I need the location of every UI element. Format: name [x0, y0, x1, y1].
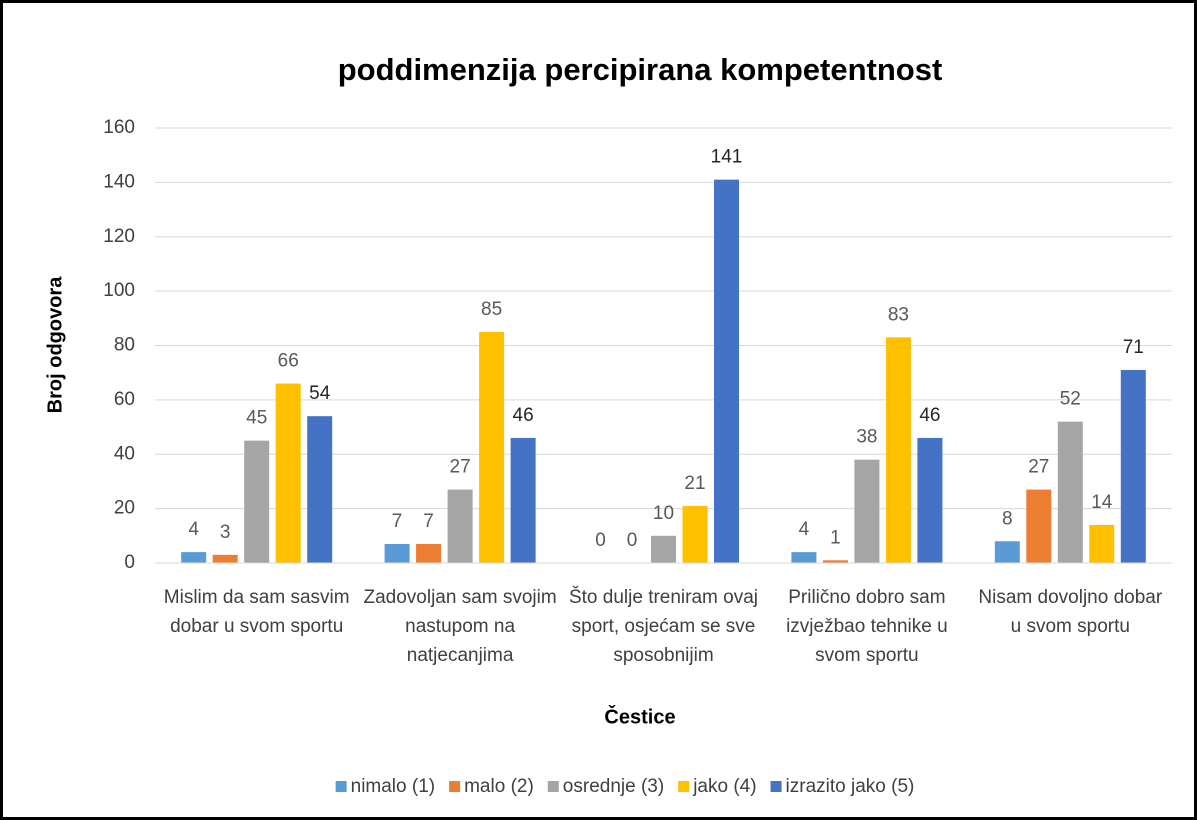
- value-label: 85: [481, 299, 502, 320]
- y-tick-label: 0: [124, 552, 135, 573]
- legend-label: izrazito jako (5): [786, 776, 915, 797]
- value-label: 54: [309, 383, 331, 404]
- x-tick-label: Što dulje treniram ovaj sport, osjećam s…: [568, 587, 759, 666]
- bar: [682, 505, 708, 563]
- x-tick-label: Zadovoljan sam svojim nastupom na natjec…: [363, 587, 557, 666]
- value-label: 3: [220, 522, 231, 543]
- value-label: 46: [513, 405, 534, 426]
- value-label: 7: [423, 511, 434, 532]
- x-tick-label: Prilično dobro sam izvježbao tehnike u s…: [786, 587, 948, 666]
- bar: [244, 440, 270, 563]
- value-label: 27: [450, 457, 471, 478]
- y-tick-label: 80: [114, 335, 135, 356]
- legend-label: osrednje (3): [563, 776, 664, 797]
- legend-label: malo (2): [464, 776, 534, 797]
- bar: [307, 416, 333, 563]
- value-label: 8: [1002, 508, 1013, 529]
- x-tick-label: Nisam dovoljno dobar u svom sportu: [978, 587, 1163, 637]
- legend-swatch: [770, 781, 782, 792]
- value-label: 38: [856, 427, 877, 448]
- bar: [479, 331, 505, 563]
- value-label: 4: [799, 519, 810, 540]
- y-axis-title: Broj odgovora: [44, 276, 66, 414]
- value-label: 21: [684, 473, 705, 494]
- bar: [791, 552, 817, 563]
- bar: [651, 535, 676, 563]
- bar: [1057, 421, 1083, 563]
- y-tick-label: 160: [103, 117, 135, 138]
- legend-swatch: [547, 781, 559, 792]
- value-label: 71: [1123, 337, 1144, 358]
- y-tick-label: 120: [103, 226, 135, 247]
- bar: [447, 489, 473, 563]
- value-label: 83: [888, 304, 909, 325]
- bar: [275, 383, 301, 563]
- y-tick-label: 60: [114, 389, 135, 410]
- bar: [854, 459, 880, 563]
- value-label: 66: [278, 351, 299, 372]
- value-label: 4: [188, 519, 199, 540]
- value-label: 7: [392, 511, 403, 532]
- legend-swatch: [449, 781, 461, 792]
- value-label: 46: [919, 405, 940, 426]
- bar: [416, 543, 442, 563]
- value-label: 10: [653, 503, 674, 524]
- legend-swatch: [678, 781, 690, 792]
- bar: [212, 554, 238, 563]
- y-tick-label: 20: [114, 498, 135, 519]
- value-label: 45: [246, 408, 267, 429]
- legend-swatch: [335, 781, 347, 792]
- legend-label: jako (4): [692, 776, 756, 797]
- y-tick-label: 140: [103, 171, 135, 192]
- bar: [885, 337, 911, 563]
- value-label: 0: [627, 530, 638, 551]
- value-label: 27: [1028, 457, 1049, 478]
- x-axis-title: Čestice: [604, 704, 675, 728]
- bar: [1089, 524, 1115, 563]
- bar: [510, 437, 536, 563]
- bar: [994, 541, 1020, 563]
- bar: [1026, 489, 1052, 563]
- y-tick-label: 100: [103, 280, 135, 301]
- value-label: 1: [830, 527, 841, 548]
- bar: [384, 543, 410, 563]
- value-label: 0: [595, 530, 606, 551]
- value-label: 52: [1060, 389, 1081, 410]
- bar: [917, 437, 943, 563]
- bar: [1120, 369, 1146, 563]
- value-label: 141: [711, 147, 743, 168]
- y-tick-label: 40: [114, 443, 135, 464]
- bar: [822, 560, 848, 563]
- chart-title: poddimenzija percipirana kompetentnost: [338, 52, 943, 87]
- x-tick-label: Mislim da sam sasvim dobar u svom sportu: [163, 587, 350, 637]
- bar: [181, 552, 207, 563]
- value-label: 14: [1091, 492, 1113, 513]
- legend-label: nimalo (1): [351, 776, 435, 797]
- bar: [714, 179, 739, 563]
